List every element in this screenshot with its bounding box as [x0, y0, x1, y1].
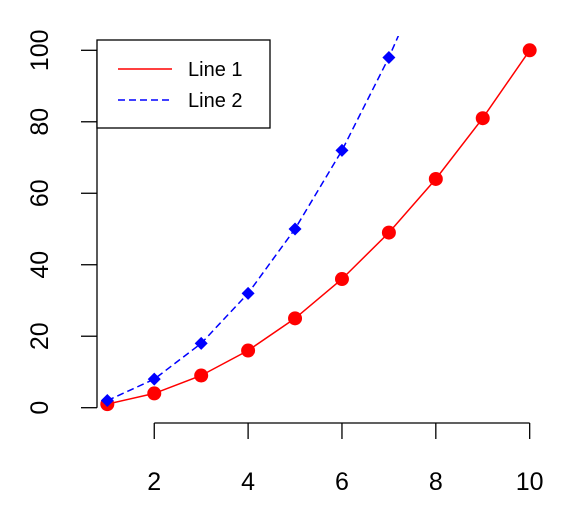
legend-label-2: Line 2 [188, 90, 243, 112]
data-point [522, 43, 537, 58]
y-tick-label: 20 [26, 322, 54, 350]
y-tick-label: 60 [26, 179, 54, 207]
data-point [194, 368, 209, 383]
legend-box [96, 39, 271, 129]
y-tick-label: 0 [26, 401, 54, 415]
series-line [106, 36, 400, 402]
series-layer [100, 36, 537, 412]
data-point [334, 272, 349, 287]
data-point [147, 386, 162, 401]
data-point [147, 372, 161, 386]
y-tick-label: 100 [26, 29, 54, 71]
data-point [381, 225, 396, 240]
data-point [288, 311, 303, 326]
data-point [428, 171, 443, 186]
y-tick-label: 80 [26, 108, 54, 136]
x-tick-label: 2 [147, 468, 161, 496]
series-2 [100, 36, 400, 408]
legend: Line 1 Line 2 [96, 39, 271, 129]
data-point [475, 111, 490, 126]
data-point [382, 50, 396, 64]
series-1 [100, 43, 537, 412]
legend-label-1: Line 1 [188, 59, 243, 81]
x-tick-label: 10 [516, 468, 544, 496]
series-line [107, 49, 531, 405]
y-tick-label: 40 [26, 251, 54, 279]
data-point [241, 343, 256, 358]
data-point [194, 336, 208, 350]
x-tick-label: 8 [429, 468, 443, 496]
data-point [335, 143, 349, 157]
x-tick-label: 6 [335, 468, 349, 496]
y-axis: 0 20 40 60 80 100 [26, 29, 98, 415]
data-point [100, 394, 114, 408]
x-tick-label: 4 [241, 468, 255, 496]
x-axis: 2 4 6 8 10 [147, 422, 544, 496]
data-point [288, 222, 302, 236]
data-point [241, 286, 255, 300]
